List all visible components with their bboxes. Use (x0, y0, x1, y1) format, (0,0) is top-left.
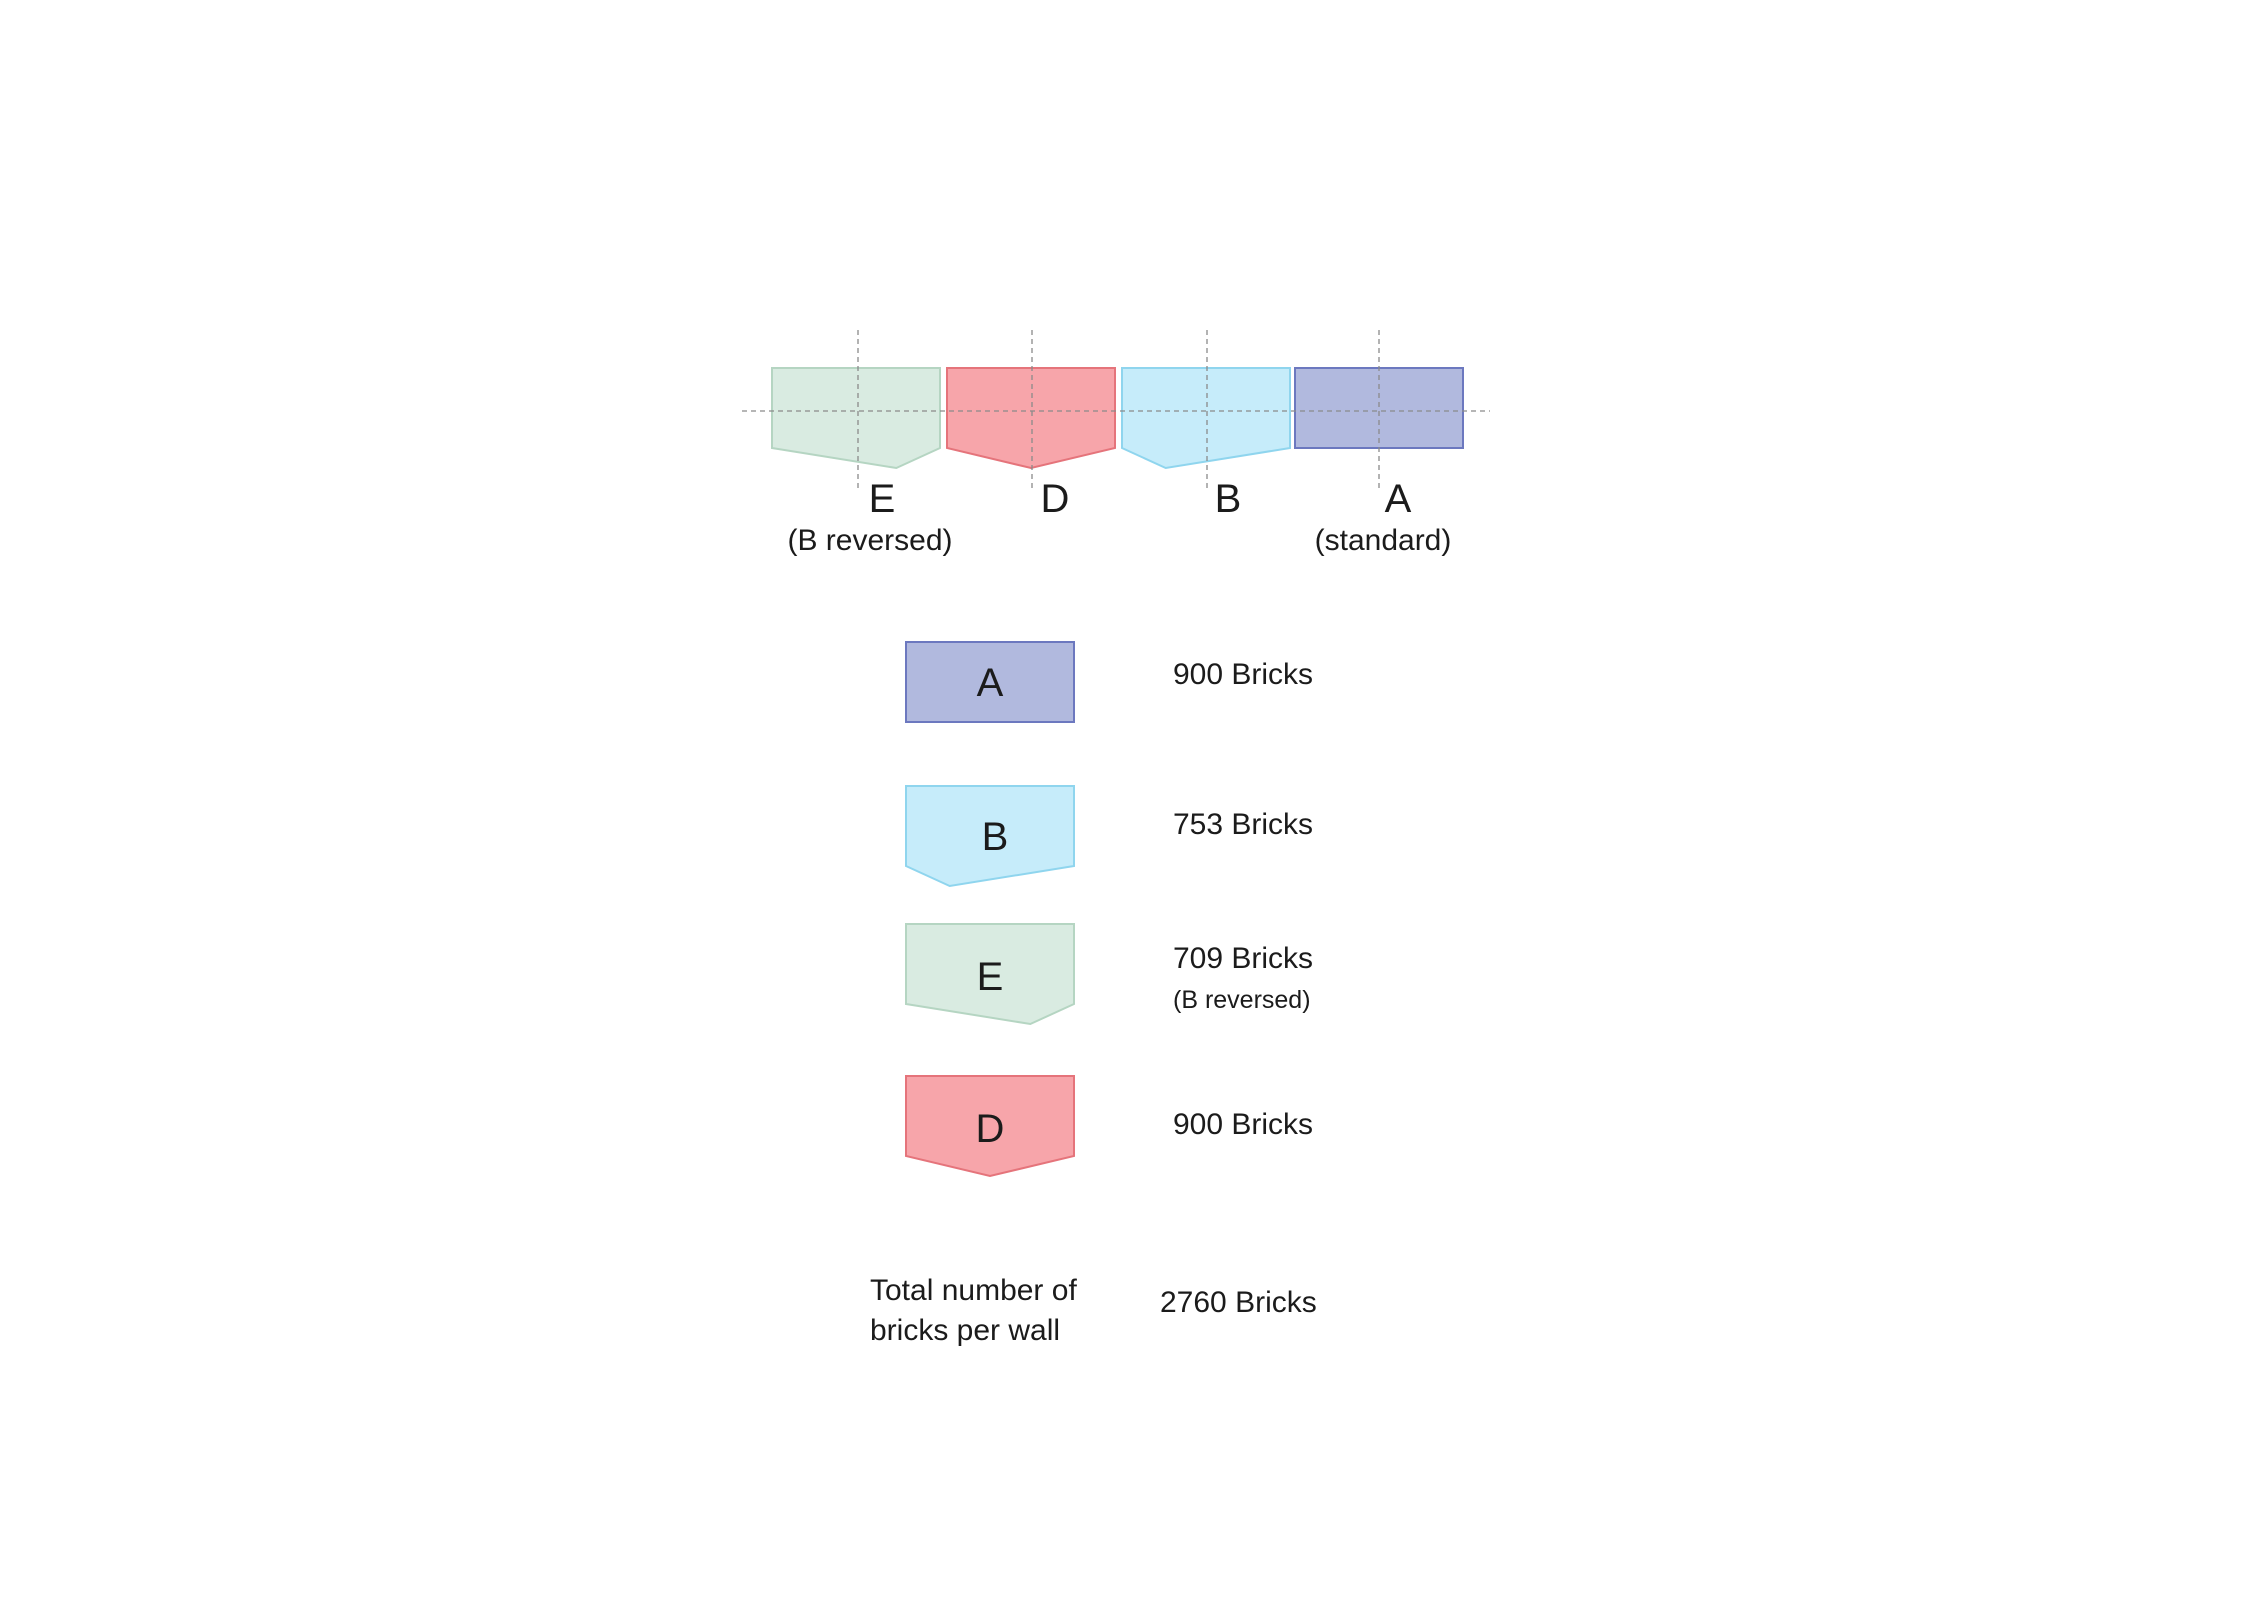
top-brick-d-shape (946, 367, 1116, 470)
legend-letter-d: D (976, 1107, 1005, 1151)
legend-brick-a-shape (905, 641, 1075, 723)
top-brick-b-shape (1121, 367, 1291, 470)
legend-count-e: 709 Bricks (1173, 942, 1313, 975)
guide-lines (742, 330, 1490, 488)
top-label-e: E (869, 477, 896, 521)
top-brick-a-shape (1294, 367, 1464, 449)
top-note-e: (B reversed) (787, 524, 952, 557)
legend-item-d: D 900 Bricks (905, 1075, 1313, 1178)
legend-brick-e-shape (905, 923, 1075, 1026)
top-row-bricks (771, 367, 1464, 470)
legend-count-b: 753 Bricks (1173, 808, 1313, 841)
legend-count-a: 900 Bricks (1173, 658, 1313, 691)
legend-letter-a: A (977, 661, 1004, 705)
legend-brick-d-shape (905, 1075, 1075, 1178)
legend-item-e: E 709 Bricks (B reversed) (905, 923, 1313, 1026)
top-label-a: A (1385, 477, 1412, 521)
top-note-a: (standard) (1315, 524, 1452, 557)
top-label-b: B (1215, 477, 1242, 521)
top-row-labels: E (B reversed) D B A (standard) (787, 477, 1451, 557)
total-block: Total number of bricks per wall 2760 Bri… (870, 1274, 1317, 1347)
total-label-line1: Total number of (870, 1274, 1077, 1307)
top-brick-e-shape (771, 367, 941, 470)
legend-brick-b-shape (905, 785, 1075, 888)
legend-item-a: A 900 Bricks (905, 641, 1313, 723)
total-value: 2760 Bricks (1160, 1286, 1317, 1319)
legend-item-b: B 753 Bricks (905, 785, 1313, 888)
legend-letter-e: E (977, 955, 1004, 999)
legend-count-d: 900 Bricks (1173, 1108, 1313, 1141)
legend: A 900 Bricks B 753 Bricks E 709 Bricks (… (905, 641, 1313, 1178)
legend-letter-b: B (982, 815, 1009, 859)
legend-note-e: (B reversed) (1173, 986, 1311, 1014)
total-label-line2: bricks per wall (870, 1314, 1060, 1347)
top-label-d: D (1041, 477, 1070, 521)
